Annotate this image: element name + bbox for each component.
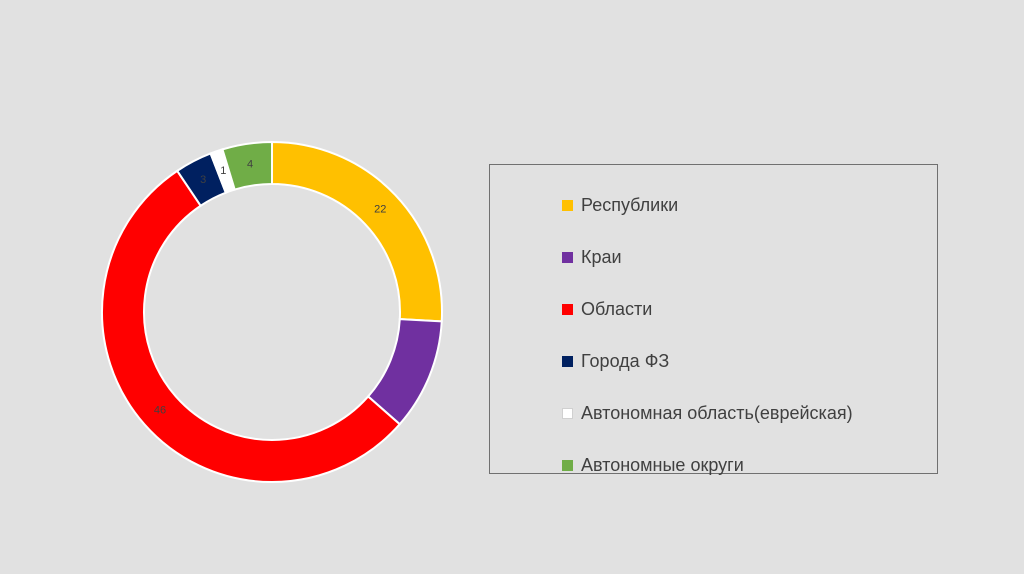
legend-swatch <box>562 459 573 471</box>
legend-label: Области <box>581 298 653 319</box>
donut-slice-1 <box>271 140 443 323</box>
chart-legend: Республики Краи Области Города ФЗ Автономная… <box>489 164 938 475</box>
legend-label: Автономная область(еврейская) <box>581 402 853 423</box>
legend-item: Автономные округи <box>490 439 937 491</box>
donut-slice-6 <box>221 140 273 191</box>
data-label-6: 4 <box>247 159 253 171</box>
legend-item: Области <box>490 283 937 335</box>
legend-swatch <box>562 407 573 419</box>
legend-label: Города ФЗ <box>581 350 670 371</box>
data-label-5: 1 <box>220 165 226 177</box>
data-label-3: 46 <box>154 404 166 416</box>
donut-slice-3 <box>101 169 402 483</box>
legend-item: Города ФЗ <box>490 335 937 387</box>
legend-swatch <box>562 199 573 211</box>
legend-swatch <box>562 355 573 367</box>
legend-item: Краи <box>490 231 937 283</box>
legend-label: Республики <box>581 194 679 215</box>
data-label-1: 22 <box>374 204 386 216</box>
legend-item: Республики <box>490 179 937 231</box>
legend-swatch <box>562 251 573 263</box>
legend-label: Автономные округи <box>581 454 744 475</box>
legend-item: Автономная область(еврейская) <box>490 387 937 439</box>
legend-swatch <box>562 303 573 315</box>
legend-label: Краи <box>581 246 622 267</box>
data-label-4: 3 <box>200 174 206 186</box>
